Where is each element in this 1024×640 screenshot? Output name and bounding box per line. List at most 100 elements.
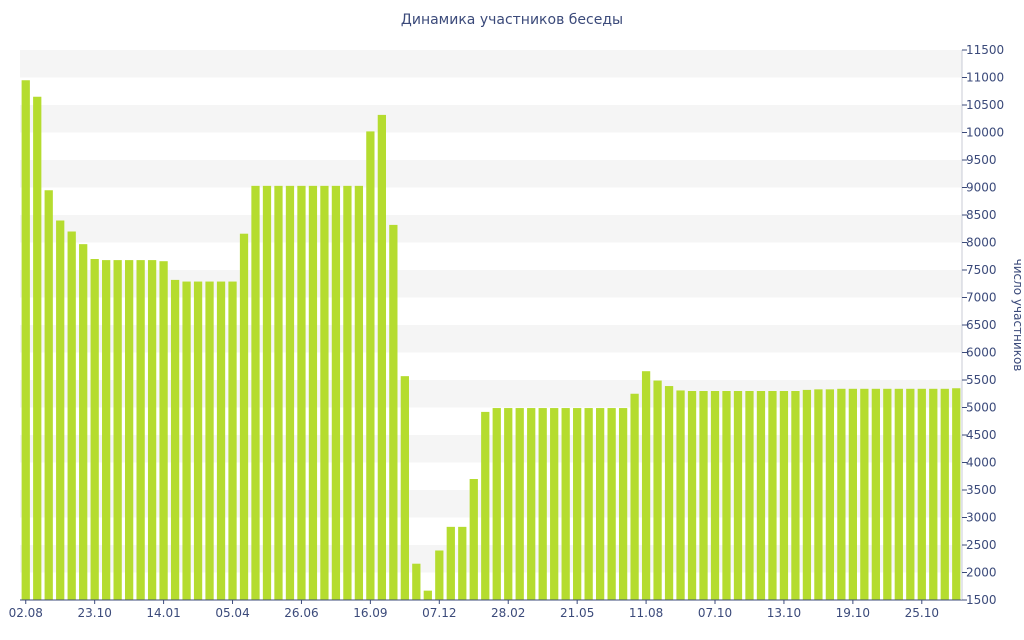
bar[interactable] xyxy=(894,388,903,600)
bar[interactable] xyxy=(573,408,582,600)
bar[interactable] xyxy=(641,371,651,600)
bar[interactable] xyxy=(412,563,421,600)
bar[interactable] xyxy=(860,388,869,600)
bar[interactable] xyxy=(871,388,880,600)
bar[interactable] xyxy=(837,388,846,600)
bar[interactable] xyxy=(699,391,708,600)
bar[interactable] xyxy=(274,185,283,600)
bar[interactable] xyxy=(515,408,524,600)
y-tick-label: 11000 xyxy=(966,71,1004,85)
bar[interactable] xyxy=(423,590,432,600)
bar[interactable] xyxy=(779,391,789,600)
bar[interactable] xyxy=(216,281,226,600)
y-axis-title: число участников xyxy=(1011,259,1024,372)
bar[interactable] xyxy=(596,408,605,600)
x-tick-label: 11.08 xyxy=(629,606,663,620)
y-tick-label: 4500 xyxy=(966,428,997,442)
bar[interactable] xyxy=(125,260,134,600)
bar[interactable] xyxy=(239,233,249,600)
bar[interactable] xyxy=(228,281,237,600)
x-tick-label: 02.08 xyxy=(9,606,43,620)
y-tick-label: 4000 xyxy=(966,456,997,470)
bar[interactable] xyxy=(435,550,444,601)
bar[interactable] xyxy=(469,479,478,600)
bar[interactable] xyxy=(354,185,364,600)
bar[interactable] xyxy=(917,388,926,600)
bar[interactable] xyxy=(193,281,203,600)
bar[interactable] xyxy=(343,185,352,600)
bar[interactable] xyxy=(710,391,720,600)
bar[interactable] xyxy=(458,526,467,600)
bar[interactable] xyxy=(205,281,214,600)
bar[interactable] xyxy=(159,261,168,600)
bar[interactable] xyxy=(676,390,685,600)
bar[interactable] xyxy=(79,244,88,600)
bar[interactable] xyxy=(653,380,662,600)
bar[interactable] xyxy=(170,279,180,600)
bar[interactable] xyxy=(297,185,306,600)
bar[interactable] xyxy=(527,408,536,600)
bar[interactable] xyxy=(664,386,674,600)
chart-title: Динамика участников беседы xyxy=(400,12,624,28)
bar[interactable] xyxy=(182,281,191,600)
bar[interactable] xyxy=(733,391,743,600)
x-tick-label: 28.02 xyxy=(491,606,525,620)
bar[interactable] xyxy=(940,388,949,600)
bar[interactable] xyxy=(147,260,157,600)
bar[interactable] xyxy=(607,408,616,600)
bar[interactable] xyxy=(630,393,639,600)
x-tick-label: 14.01 xyxy=(146,606,180,620)
bar[interactable] xyxy=(33,96,42,600)
bar[interactable] xyxy=(136,260,145,600)
y-tick-label: 10000 xyxy=(966,126,1004,140)
bar[interactable] xyxy=(251,185,260,600)
bar[interactable] xyxy=(952,388,961,600)
bar[interactable] xyxy=(768,391,777,600)
bar[interactable] xyxy=(561,408,570,600)
bar[interactable] xyxy=(814,389,823,600)
y-tick-label: 2000 xyxy=(966,566,997,580)
bar[interactable] xyxy=(722,391,731,600)
bar[interactable] xyxy=(883,388,892,600)
bar[interactable] xyxy=(756,391,766,600)
bar[interactable] xyxy=(366,131,375,600)
bar[interactable] xyxy=(929,388,938,600)
bar[interactable] xyxy=(791,391,800,600)
bar[interactable] xyxy=(584,408,593,600)
bar[interactable] xyxy=(906,388,915,600)
y-tick-label: 8000 xyxy=(966,236,997,250)
x-axis-ticks: 02.08 23.10 14.01 05.04 26.06 16.09 07.12 28.02… xyxy=(9,600,939,620)
bar[interactable] xyxy=(67,231,76,601)
bar[interactable] xyxy=(44,190,53,600)
bar[interactable] xyxy=(446,526,455,600)
x-tick-label: 05.04 xyxy=(215,606,249,620)
bar[interactable] xyxy=(21,80,30,600)
bar[interactable] xyxy=(102,260,111,600)
bar[interactable] xyxy=(618,408,628,600)
x-tick-label: 07.10 xyxy=(698,606,732,620)
bar[interactable] xyxy=(504,408,513,600)
y-axis-ticks: 1500 2000 2500 3000 3500 4000 4500 5000 5500 6000… xyxy=(962,43,1004,607)
bar[interactable] xyxy=(825,389,835,600)
bar[interactable] xyxy=(400,376,409,600)
bar[interactable] xyxy=(331,185,341,600)
y-tick-label: 3000 xyxy=(966,511,997,525)
bar[interactable] xyxy=(56,220,65,601)
bar[interactable] xyxy=(389,224,398,600)
bar[interactable] xyxy=(802,389,812,600)
bar[interactable] xyxy=(745,391,754,600)
bar[interactable] xyxy=(90,259,99,600)
bar[interactable] xyxy=(113,260,122,600)
bar[interactable] xyxy=(308,185,318,600)
bar[interactable] xyxy=(538,408,547,600)
bar[interactable] xyxy=(550,408,559,600)
bar[interactable] xyxy=(285,185,295,600)
bar[interactable] xyxy=(320,185,329,600)
bar[interactable] xyxy=(492,408,501,600)
bar[interactable] xyxy=(262,185,272,600)
bar[interactable] xyxy=(848,388,857,600)
bar[interactable] xyxy=(481,411,490,600)
bar[interactable] xyxy=(377,114,386,601)
bar[interactable] xyxy=(687,391,697,600)
